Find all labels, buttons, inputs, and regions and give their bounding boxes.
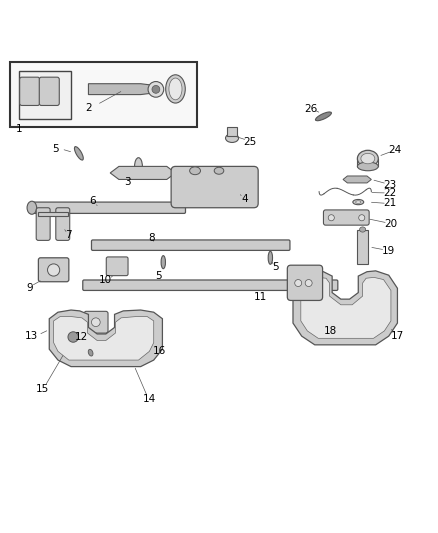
FancyBboxPatch shape: [19, 71, 71, 118]
Text: 17: 17: [391, 331, 404, 341]
Ellipse shape: [190, 167, 201, 175]
Text: 19: 19: [382, 246, 396, 256]
Text: 5: 5: [155, 271, 161, 281]
Ellipse shape: [166, 75, 185, 103]
FancyBboxPatch shape: [20, 77, 40, 106]
Circle shape: [295, 279, 302, 287]
Ellipse shape: [357, 150, 378, 167]
Text: 26: 26: [304, 104, 317, 114]
Ellipse shape: [268, 251, 272, 264]
FancyBboxPatch shape: [39, 258, 69, 282]
Ellipse shape: [356, 201, 361, 204]
Polygon shape: [49, 310, 162, 367]
FancyBboxPatch shape: [56, 208, 70, 240]
FancyBboxPatch shape: [171, 166, 258, 208]
Polygon shape: [343, 176, 371, 183]
Text: 23: 23: [383, 180, 397, 190]
Text: 5: 5: [272, 262, 279, 272]
Text: 13: 13: [25, 331, 39, 341]
FancyBboxPatch shape: [357, 230, 368, 264]
FancyBboxPatch shape: [84, 311, 108, 333]
Text: 4: 4: [242, 194, 248, 204]
Ellipse shape: [161, 256, 166, 269]
Text: 11: 11: [254, 292, 267, 302]
Text: 24: 24: [389, 145, 402, 155]
Ellipse shape: [361, 154, 375, 164]
Text: 21: 21: [383, 198, 397, 208]
FancyBboxPatch shape: [36, 208, 50, 240]
Ellipse shape: [145, 330, 159, 350]
Text: 16: 16: [152, 346, 166, 357]
Ellipse shape: [226, 134, 239, 142]
Ellipse shape: [353, 199, 364, 205]
Text: 20: 20: [385, 219, 397, 229]
Circle shape: [152, 85, 160, 93]
FancyBboxPatch shape: [83, 280, 338, 290]
Text: 18: 18: [323, 326, 337, 336]
Text: 10: 10: [99, 276, 113, 286]
Text: 7: 7: [66, 230, 72, 240]
Polygon shape: [39, 212, 67, 216]
FancyBboxPatch shape: [226, 127, 237, 136]
Text: 6: 6: [89, 196, 96, 206]
Polygon shape: [53, 317, 154, 360]
Text: 22: 22: [383, 188, 397, 198]
Ellipse shape: [52, 323, 64, 334]
Ellipse shape: [134, 158, 142, 175]
FancyBboxPatch shape: [92, 240, 290, 251]
FancyBboxPatch shape: [39, 77, 59, 106]
Circle shape: [328, 215, 334, 221]
FancyBboxPatch shape: [323, 210, 369, 225]
Circle shape: [305, 279, 312, 287]
Text: 12: 12: [75, 332, 88, 342]
Circle shape: [92, 318, 100, 327]
Text: 3: 3: [124, 176, 131, 187]
Polygon shape: [293, 271, 397, 345]
Text: 9: 9: [26, 283, 33, 293]
Ellipse shape: [214, 167, 224, 174]
Ellipse shape: [27, 201, 37, 214]
Text: 1: 1: [15, 124, 22, 134]
Polygon shape: [301, 277, 391, 338]
Text: 25: 25: [243, 138, 256, 148]
Circle shape: [359, 215, 365, 221]
Text: 2: 2: [85, 103, 92, 112]
Circle shape: [68, 332, 78, 342]
Text: 15: 15: [36, 384, 49, 394]
Ellipse shape: [55, 326, 61, 331]
Circle shape: [148, 82, 164, 97]
Ellipse shape: [74, 147, 83, 160]
Ellipse shape: [88, 349, 93, 356]
Text: 8: 8: [148, 233, 155, 243]
Text: 5: 5: [53, 144, 59, 154]
Ellipse shape: [315, 112, 332, 120]
FancyBboxPatch shape: [106, 257, 128, 276]
FancyBboxPatch shape: [31, 202, 185, 213]
Polygon shape: [110, 166, 176, 180]
Polygon shape: [88, 84, 158, 94]
Ellipse shape: [360, 227, 366, 232]
Ellipse shape: [357, 162, 378, 171]
FancyBboxPatch shape: [10, 62, 197, 127]
FancyBboxPatch shape: [287, 265, 322, 301]
Ellipse shape: [169, 78, 182, 100]
Text: 14: 14: [143, 394, 156, 404]
Circle shape: [47, 264, 60, 276]
